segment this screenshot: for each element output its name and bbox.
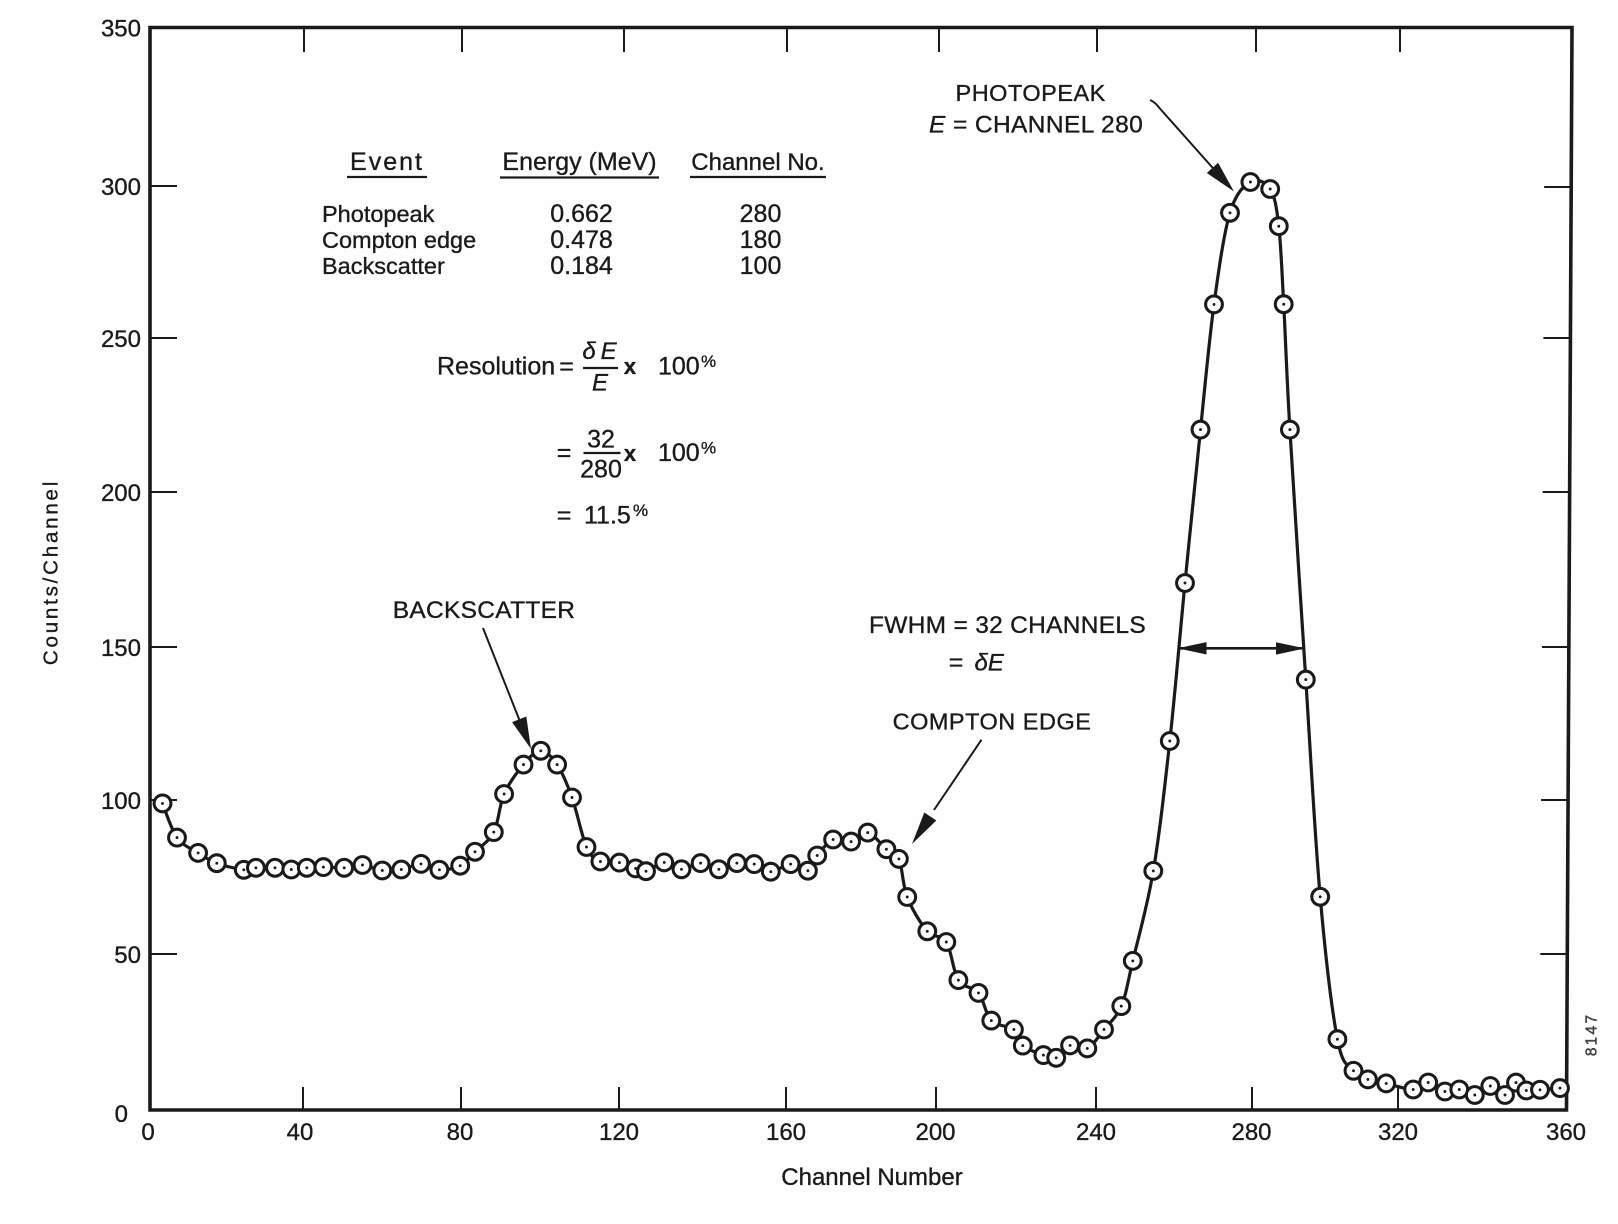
svg-text:Counts/Channel: Counts/Channel [40,479,63,665]
svg-text:80: 80 [447,1119,474,1146]
svg-text:280: 280 [1231,1119,1271,1146]
svg-text:8147: 8147 [1584,1013,1601,1056]
svg-text:=: = [557,502,572,530]
svg-text:0.662: 0.662 [550,200,613,228]
svg-text:320: 320 [1378,1119,1418,1146]
svg-text:Photopeak: Photopeak [322,201,435,227]
svg-text:180: 180 [740,226,782,254]
svg-text:Channel Number: Channel Number [781,1164,962,1191]
svg-text:50: 50 [114,942,141,969]
svg-text:Resolution: Resolution [437,353,555,381]
svg-text:200: 200 [101,480,141,507]
svg-text:350: 350 [101,16,141,43]
svg-text:BACKSCATTER: BACKSCATTER [393,597,576,624]
svg-text:280: 280 [580,456,622,484]
svg-text:%: % [701,439,716,458]
svg-text:=: = [949,649,964,677]
svg-text:300: 300 [101,174,141,201]
svg-text:%: % [633,501,648,520]
svg-text:=: = [557,439,572,467]
svg-text:160: 160 [766,1119,806,1146]
svg-text:x: x [624,441,637,466]
svg-text:0: 0 [141,1119,154,1146]
svg-text:250: 250 [101,326,141,353]
svg-text:100: 100 [658,353,700,381]
svg-text:120: 120 [599,1119,639,1146]
svg-text:100: 100 [101,788,141,815]
svg-text:360: 360 [1546,1119,1586,1146]
svg-text:FWHM = 32 CHANNELS: FWHM = 32 CHANNELS [869,612,1146,639]
svg-text:COMPTON EDGE: COMPTON EDGE [893,709,1092,735]
svg-text:100: 100 [740,252,782,280]
svg-text:%: % [701,352,716,371]
svg-text:Event: Event [350,148,424,176]
svg-text:δE: δE [975,650,1005,677]
svg-text:=: = [559,353,574,381]
svg-text:0: 0 [115,1101,128,1128]
svg-text:150: 150 [101,635,141,662]
svg-text:PHOTOPEAK: PHOTOPEAK [956,80,1106,106]
svg-text:Backscatter: Backscatter [322,253,445,279]
svg-text:Compton edge: Compton edge [322,227,476,253]
svg-text:x: x [624,354,637,379]
svg-text:Energy (MeV): Energy (MeV) [502,148,656,176]
svg-text:0.478: 0.478 [550,226,613,254]
svg-text:Channel No.: Channel No. [691,149,824,176]
svg-text:0.184: 0.184 [550,252,613,280]
svg-text:δ E: δ E [582,338,617,365]
svg-text:E = CHANNEL 280: E = CHANNEL 280 [929,112,1143,139]
svg-text:280: 280 [740,200,782,228]
svg-text:200: 200 [915,1119,955,1146]
svg-text:100: 100 [658,439,700,467]
svg-text:11.5: 11.5 [584,502,631,530]
svg-text:40: 40 [287,1119,314,1146]
svg-text:E: E [592,370,609,397]
svg-text:240: 240 [1076,1119,1116,1146]
svg-text:32: 32 [587,426,615,454]
